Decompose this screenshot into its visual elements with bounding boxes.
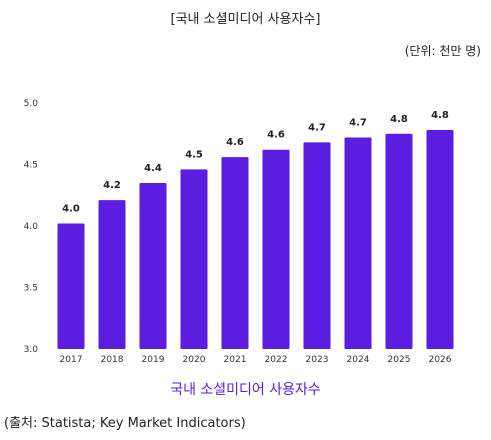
x-tick-label: 2021 <box>224 355 247 365</box>
data-label: 4.2 <box>103 180 121 191</box>
bar <box>221 157 249 349</box>
data-label: 4.0 <box>62 204 80 215</box>
unit-note: (단위: 천만 명) <box>404 44 481 58</box>
y-tick-label: 4.5 <box>24 161 38 171</box>
y-tick-label: 3.0 <box>24 345 39 355</box>
y-tick-label: 3.5 <box>24 284 38 294</box>
data-label: 4.6 <box>226 137 244 148</box>
bar <box>57 223 85 349</box>
bar <box>426 130 454 349</box>
bar <box>344 137 372 349</box>
x-tick-label: 2017 <box>60 355 83 365</box>
bar <box>98 200 126 349</box>
data-label: 4.8 <box>431 110 449 121</box>
bar <box>303 142 331 349</box>
chart-caption: 국내 소셜미디어 사용자수 <box>170 382 321 398</box>
x-tick-label: 2019 <box>142 355 165 365</box>
source-note: (출처: Statista; Key Market Indicators) <box>4 416 246 431</box>
bar <box>385 133 413 349</box>
x-tick-label: 2018 <box>101 355 124 365</box>
data-label: 4.4 <box>144 163 162 174</box>
y-tick-label: 5.0 <box>24 99 39 109</box>
x-tick-label: 2026 <box>429 355 452 365</box>
data-label: 4.8 <box>390 114 408 125</box>
data-label: 4.7 <box>349 117 367 128</box>
x-tick-label: 2024 <box>347 355 370 365</box>
x-tick-label: 2025 <box>388 355 411 365</box>
data-label: 4.7 <box>308 122 326 133</box>
chart-title: [국내 소셜미디어 사용자수] <box>170 12 321 27</box>
x-tick-label: 2022 <box>265 355 288 365</box>
x-tick-label: 2023 <box>306 355 329 365</box>
bar <box>180 169 208 349</box>
bar <box>139 182 167 349</box>
data-label: 4.6 <box>267 130 285 141</box>
x-tick-label: 2020 <box>183 355 206 365</box>
data-label: 4.5 <box>185 149 203 160</box>
y-tick-label: 4.0 <box>24 222 39 232</box>
bar <box>262 149 290 349</box>
